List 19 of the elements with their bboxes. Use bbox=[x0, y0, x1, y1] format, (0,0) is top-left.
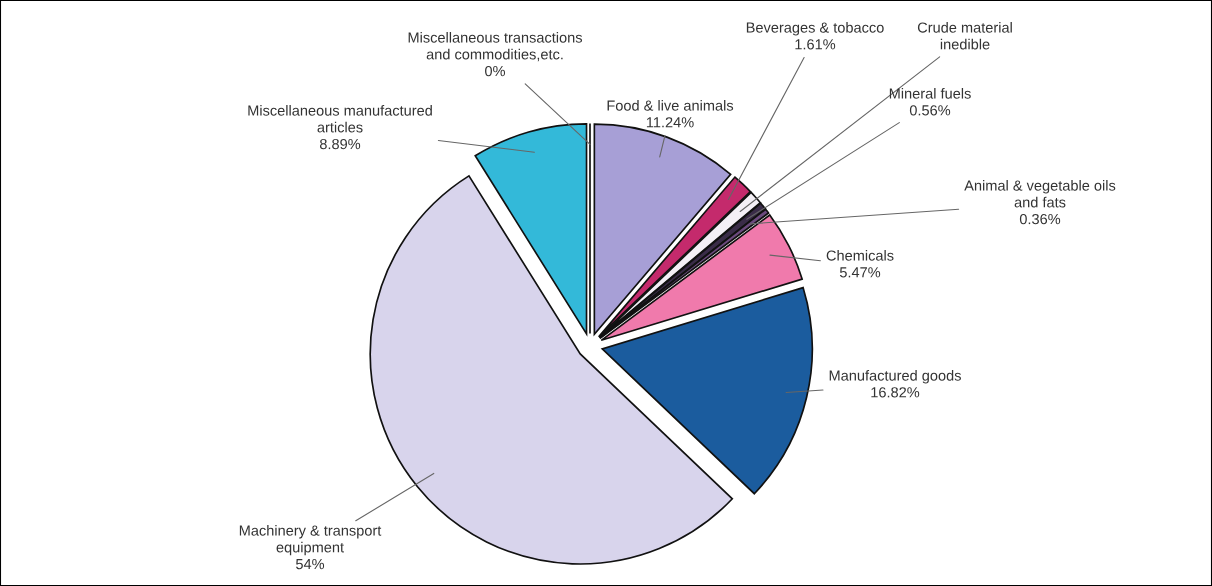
slice-label: Mineral fuels bbox=[889, 88, 971, 99]
data-label: 11.24% bbox=[646, 117, 694, 128]
data-label: 5.47% bbox=[839, 267, 881, 278]
data-label: 1.61% bbox=[795, 39, 836, 50]
slice-label: Manufactured goods bbox=[829, 370, 961, 384]
data-label: 54% bbox=[295, 558, 325, 570]
slice-label: Miscellaneous manufactured articles bbox=[248, 105, 432, 133]
slice-label: Animal & vegetable oils and fats bbox=[964, 180, 1116, 208]
slice-label: Food & live animals bbox=[607, 100, 734, 111]
category-label: Miscellaneous transactions and commodities,etc. bbox=[408, 32, 583, 62]
data-label: 0.56% bbox=[909, 105, 951, 116]
data-label: 8.89% bbox=[319, 138, 361, 150]
slice-label: Machinery & transport equipment bbox=[239, 525, 382, 556]
text: 0% bbox=[485, 65, 506, 77]
data-label: 16.82% bbox=[871, 387, 920, 398]
slice-label: Beverages & tobacco bbox=[746, 22, 884, 36]
slice-label: Chemicals bbox=[826, 250, 894, 261]
data-label: 0.36% bbox=[1019, 213, 1061, 225]
slice-label: Crude material inedible bbox=[917, 22, 1012, 50]
